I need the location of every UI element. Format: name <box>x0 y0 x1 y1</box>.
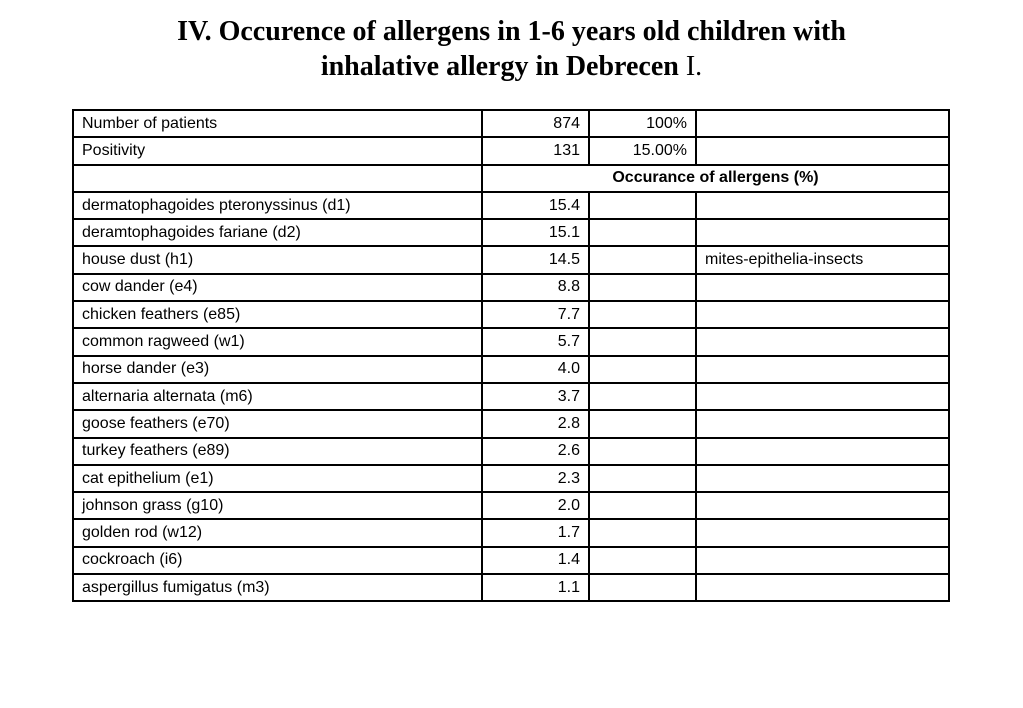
table-row: golden rod (w12) 1.7 <box>72 518 950 548</box>
allergen-name: cat epithelium (e1) <box>72 463 483 494</box>
allergen-value: 8.8 <box>481 272 590 303</box>
allergen-value: 1.4 <box>481 545 590 576</box>
header-row: Occurance of allergens (%) <box>72 163 950 193</box>
allergen-value: 1.7 <box>481 518 590 548</box>
allergen-note <box>695 436 950 466</box>
allergen-note <box>695 218 950 248</box>
allergen-name: house dust (h1) <box>72 245 483 275</box>
title-line-1: IV. Occurence of allergens in 1-6 years … <box>177 16 846 47</box>
allergen-name: cow dander (e4) <box>72 272 483 303</box>
title-line-2-text: inhalative allergy in Debrecen <box>320 51 679 82</box>
allergen-value: 2.0 <box>481 491 590 521</box>
table-row: deramtophagoides fariane (d2) 15.1 <box>72 218 950 248</box>
allergen-name: deramtophagoides fariane (d2) <box>72 218 483 248</box>
summary-row-patients: Number of patients 874 100% <box>72 108 950 139</box>
allergen-blank <box>588 327 697 357</box>
allergen-value: 1.1 <box>481 573 590 603</box>
allergen-note <box>695 190 950 221</box>
allergen-blank <box>588 245 697 275</box>
allergen-blank <box>588 518 697 548</box>
allergen-blank <box>588 463 697 494</box>
allergen-note <box>695 463 950 494</box>
allergen-note <box>695 409 950 439</box>
table-row: cow dander (e4) 8.8 <box>72 272 950 303</box>
allergen-note <box>695 300 950 330</box>
summary-value: 874 <box>481 108 590 139</box>
allergen-value: 2.3 <box>481 463 590 494</box>
summary-value: 131 <box>481 136 590 166</box>
table-row: turkey feathers (e89) 2.6 <box>72 436 950 466</box>
allergen-name: common ragweed (w1) <box>72 327 483 357</box>
allergen-note <box>695 518 950 548</box>
allergen-blank <box>588 545 697 576</box>
page-title: IV. Occurence of allergens in 1-6 years … <box>0 14 1023 84</box>
allergen-value: 15.4 <box>481 190 590 221</box>
allergen-blank <box>588 190 697 221</box>
title-suffix: I. <box>678 51 703 82</box>
summary-percent: 15.00% <box>588 136 697 166</box>
table-row: chicken feathers (e85) 7.7 <box>72 300 950 330</box>
allergen-name: horse dander (e3) <box>72 354 483 384</box>
table-row: house dust (h1) 14.5 mites-epithelia-insec… <box>72 245 950 275</box>
allergen-table-body: Number of patients 874 100% Positivity 1… <box>72 108 950 603</box>
allergen-value: 3.7 <box>481 381 590 412</box>
allergen-note <box>695 327 950 357</box>
allergen-name: chicken feathers (e85) <box>72 300 483 330</box>
allergen-value: 7.7 <box>481 300 590 330</box>
table-row: cat epithelium (e1) 2.3 <box>72 463 950 494</box>
allergen-value: 14.5 <box>481 245 590 275</box>
allergen-note <box>695 381 950 412</box>
allergen-blank <box>588 573 697 603</box>
allergen-note: mites-epithelia-insects <box>695 245 950 275</box>
table-row: aspergillus fumigatus (m3) 1.1 <box>72 573 950 603</box>
allergen-blank <box>588 272 697 303</box>
summary-label: Number of patients <box>72 108 483 139</box>
table-row: goose feathers (e70) 2.8 <box>72 409 950 439</box>
summary-label: Positivity <box>72 136 483 166</box>
allergen-value: 5.7 <box>481 327 590 357</box>
occurrence-header: Occurance of allergens (%) <box>481 163 950 193</box>
title-line-2: inhalative allergy in Debrecen I. <box>0 49 1023 84</box>
table-row: dermatophagoides pteronyssinus (d1) 15.4 <box>72 190 950 221</box>
allergen-value: 4.0 <box>481 354 590 384</box>
allergen-blank <box>588 436 697 466</box>
allergen-name: dermatophagoides pteronyssinus (d1) <box>72 190 483 221</box>
allergen-note <box>695 545 950 576</box>
allergen-blank <box>588 491 697 521</box>
allergen-name: aspergillus fumigatus (m3) <box>72 573 483 603</box>
allergen-name: alternaria alternata (m6) <box>72 381 483 412</box>
allergen-blank <box>588 354 697 384</box>
table-row: horse dander (e3) 4.0 <box>72 354 950 384</box>
table-row: johnson grass (g10) 2.0 <box>72 491 950 521</box>
table-row: alternaria alternata (m6) 3.7 <box>72 381 950 412</box>
allergen-note <box>695 272 950 303</box>
table-row: common ragweed (w1) 5.7 <box>72 327 950 357</box>
allergen-blank <box>588 300 697 330</box>
allergen-note <box>695 573 950 603</box>
allergen-note <box>695 354 950 384</box>
allergen-name: turkey feathers (e89) <box>72 436 483 466</box>
header-label-cell <box>72 163 483 193</box>
allergen-value: 2.6 <box>481 436 590 466</box>
allergen-name: golden rod (w12) <box>72 518 483 548</box>
summary-row-positivity: Positivity 131 15.00% <box>72 136 950 166</box>
table-row: cockroach (i6) 1.4 <box>72 545 950 576</box>
allergen-name: cockroach (i6) <box>72 545 483 576</box>
allergen-blank <box>588 409 697 439</box>
summary-percent: 100% <box>588 108 697 139</box>
allergen-value: 2.8 <box>481 409 590 439</box>
allergen-note <box>695 491 950 521</box>
summary-note <box>695 136 950 166</box>
allergen-table: Number of patients 874 100% Positivity 1… <box>72 108 950 603</box>
summary-note <box>695 108 950 139</box>
allergen-name: johnson grass (g10) <box>72 491 483 521</box>
allergen-blank <box>588 218 697 248</box>
allergen-value: 15.1 <box>481 218 590 248</box>
allergen-blank <box>588 381 697 412</box>
allergen-name: goose feathers (e70) <box>72 409 483 439</box>
